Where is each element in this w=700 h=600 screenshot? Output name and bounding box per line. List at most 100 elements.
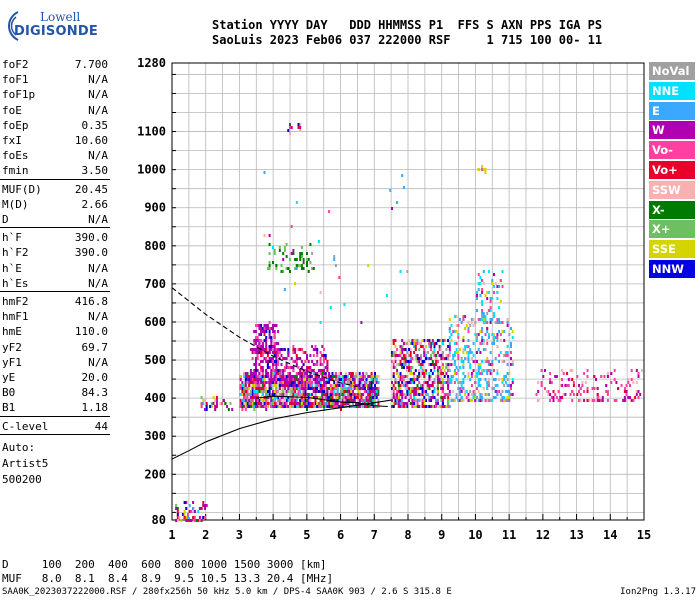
echo-point [510,393,512,396]
echo-point [459,393,461,396]
echo-point [283,369,286,372]
echo-point [392,342,395,345]
echo-point [183,501,186,504]
echo-point [409,342,412,345]
echo-point [372,393,375,396]
echo-point [474,360,477,363]
echo-point [370,372,373,375]
echo-point [197,519,200,522]
echo-point [319,396,322,399]
echo-point [302,405,305,408]
echo-point [365,384,368,387]
echo-point [195,519,198,522]
echo-point [210,405,213,408]
echo-point [583,399,586,402]
echo-point [436,339,439,342]
echo-point [314,390,317,393]
echo-point [268,345,271,348]
echo-point [419,345,422,348]
echo-point [392,360,395,363]
echo-point [462,318,465,321]
echo-point [277,351,280,354]
echo-point [414,390,417,393]
echo-point [397,387,400,390]
echo-point [253,339,256,342]
echo-point [484,333,487,336]
echo-point [414,393,417,396]
echo-point [603,375,606,378]
echo-point [396,381,399,384]
echo-point [510,327,512,330]
echo-point [370,390,373,393]
echo-point [477,168,480,171]
param-value: 44 [94,419,108,433]
echo-point [260,333,263,336]
echo-point [302,384,305,387]
echo-point [351,402,354,405]
echo-point [442,402,444,405]
echo-point [272,330,274,333]
echo-point [431,381,434,384]
echo-point [404,354,407,357]
echo-point [324,378,327,381]
echo-point [477,348,480,351]
echo-point [506,390,509,393]
echo-point [261,384,264,387]
echo-point [370,375,373,378]
echo-point [341,402,344,405]
echo-point [399,399,402,402]
echo-point [311,345,314,348]
echo-point [278,402,281,405]
echo-point [411,399,414,402]
echo-point [200,402,203,405]
echo-point [365,372,368,375]
echo-point [256,345,259,348]
echo-point [253,372,256,375]
echo-point [350,381,353,384]
echo-point [290,384,293,387]
echo-point [367,264,370,267]
echo-point [392,402,395,405]
echo-point [375,375,378,378]
echo-point [253,378,256,381]
echo-point [498,354,501,357]
param-row-he: h`E N/A [2,262,108,276]
echo-point [421,369,424,372]
echo-point [249,375,252,378]
echo-point [448,405,451,408]
echo-point [272,360,274,363]
echo-point [445,405,448,408]
echo-point [404,402,407,405]
echo-point [323,402,325,405]
echo-point [272,366,274,369]
echo-point [443,381,446,384]
echo-point [323,387,325,390]
echo-point [248,387,251,390]
echo-point [510,357,512,360]
echo-point [391,381,393,384]
echo-point [353,393,356,396]
echo-point [300,381,303,384]
echo-point [601,396,604,399]
echo-point [253,393,256,396]
echo-point [292,399,295,402]
echo-point [406,384,409,387]
echo-point [249,390,252,393]
echo-point [202,516,205,519]
echo-point [275,267,278,270]
echo-point [272,396,274,399]
echo-point [479,372,482,375]
echo-point [394,393,397,396]
echo-point [348,390,351,393]
echo-point [249,393,252,396]
echo-point [358,381,361,384]
echo-point [307,369,310,372]
echo-point [343,381,346,384]
echo-point [433,348,436,351]
echo-point [266,399,269,402]
echo-point [409,372,412,375]
echo-point [571,399,574,402]
echo-point [470,384,473,387]
echo-point [367,393,370,396]
echo-point [418,369,421,372]
